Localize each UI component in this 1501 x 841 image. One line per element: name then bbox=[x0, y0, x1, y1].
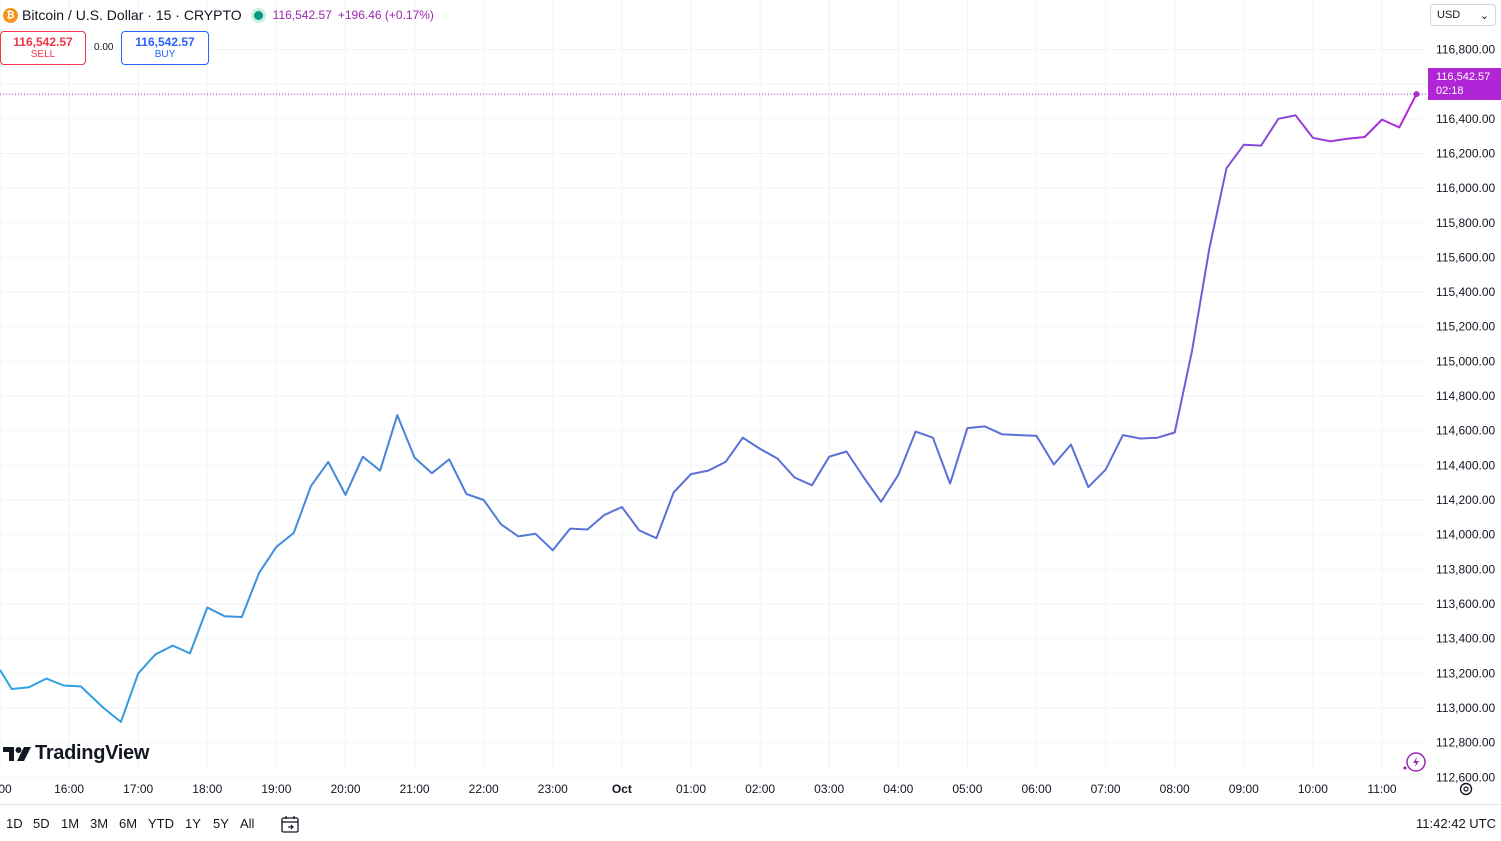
last-price-dot bbox=[1413, 91, 1420, 98]
x-tick-label: 07:00 bbox=[1091, 782, 1121, 796]
header-price-change: +196.46 (+0.17%) bbox=[337, 8, 434, 22]
buy-label: BUY bbox=[154, 49, 176, 60]
x-tick-label: 17:00 bbox=[123, 782, 153, 796]
symbol-header: ₿ Bitcoin / U.S. Dollar · 15 · CRYPTO 11… bbox=[0, 4, 434, 26]
header-last-price: 116,542.57 bbox=[272, 8, 332, 22]
y-tick-label: 113,800.00 bbox=[1436, 562, 1495, 576]
x-tick-label: 22:00 bbox=[469, 782, 499, 796]
tradingview-logo-text: TradingView bbox=[35, 742, 150, 764]
x-tick-label: 04:00 bbox=[883, 782, 913, 796]
x-tick-label: 18:00 bbox=[192, 782, 222, 796]
bitcoin-icon: ₿ bbox=[3, 7, 18, 23]
range-1d-button[interactable]: 1D bbox=[6, 816, 23, 831]
range-5y-button[interactable]: 5Y bbox=[213, 816, 229, 831]
spread-value: 0.00 bbox=[94, 42, 114, 53]
y-tick-label: 115,400.00 bbox=[1436, 285, 1495, 299]
range-3m-button[interactable]: 3M bbox=[90, 816, 109, 831]
y-tick-label: 113,400.00 bbox=[1436, 632, 1495, 646]
y-tick-label: 116,200.00 bbox=[1436, 146, 1495, 160]
x-tick-label: 09:00 bbox=[1229, 782, 1259, 796]
price-chart[interactable]: 112,600.00 112,800.00 113,000.00 113,200.00… bbox=[0, 0, 1501, 804]
currency-select[interactable]: USD ⌄ bbox=[1430, 4, 1496, 26]
tradingview-logo[interactable]: TradingView bbox=[3, 742, 149, 765]
x-tick-label: 05:00 bbox=[952, 782, 982, 796]
y-tick-label: 113,600.00 bbox=[1436, 597, 1495, 611]
bar-countdown: 02:18 bbox=[1436, 85, 1464, 97]
y-tick-label: 112,800.00 bbox=[1436, 736, 1495, 750]
last-price-value: 116,542.57 bbox=[1436, 71, 1491, 83]
chart-settings-icon[interactable] bbox=[1459, 782, 1473, 796]
currency-value: USD bbox=[1437, 9, 1461, 21]
tradingview-logo-icon bbox=[3, 746, 31, 761]
range-5d-button[interactable]: 5D bbox=[33, 816, 50, 831]
utc-clock[interactable]: 11:42:42 UTC bbox=[1416, 816, 1496, 831]
sell-price: 116,542.57 bbox=[13, 35, 73, 49]
market-status-icon bbox=[253, 10, 263, 20]
range-all-button[interactable]: All bbox=[240, 816, 255, 831]
x-tick-label: 21:00 bbox=[400, 782, 430, 796]
x-tick-label: 03:00 bbox=[814, 782, 844, 796]
last-price-label: 116,542.57 02:18 bbox=[1428, 68, 1501, 100]
y-tick-label: 114,000.00 bbox=[1436, 528, 1495, 542]
y-axis[interactable]: 112,600.00 112,800.00 113,000.00 113,200.00… bbox=[1436, 42, 1495, 784]
chevron-down-icon: ⌄ bbox=[1479, 9, 1489, 22]
x-tick-label: 02:00 bbox=[745, 782, 775, 796]
y-tick-label: 114,600.00 bbox=[1436, 424, 1495, 438]
y-tick-label: 116,000.00 bbox=[1436, 181, 1495, 195]
x-tick-label: 06:00 bbox=[1021, 782, 1051, 796]
y-tick-label: 115,800.00 bbox=[1436, 216, 1495, 230]
range-1m-button[interactable]: 1M bbox=[61, 816, 80, 831]
y-tick-label: 113,000.00 bbox=[1436, 701, 1495, 715]
price-series-line bbox=[0, 93, 1418, 723]
y-tick-label: 115,200.00 bbox=[1436, 320, 1495, 334]
y-tick-label: 115,000.00 bbox=[1436, 354, 1495, 368]
x-tick-label: 19:00 bbox=[261, 782, 291, 796]
y-tick-label: 114,400.00 bbox=[1436, 458, 1495, 472]
x-tick-label: 20:00 bbox=[330, 782, 360, 796]
x-tick-label: 11:00 bbox=[1367, 782, 1396, 796]
sell-label: SELL bbox=[30, 49, 56, 60]
x-axis[interactable]: 00 16:00 17:00 18:00 19:00 20:00 21:00 22:00 23:… bbox=[0, 782, 1397, 796]
y-tick-label: 116,800.00 bbox=[1436, 42, 1495, 56]
x-tick-label: 08:00 bbox=[1160, 782, 1190, 796]
buy-button[interactable]: 116,542.57 BUY bbox=[121, 31, 209, 65]
y-tick-label: 112,600.00 bbox=[1436, 770, 1495, 784]
y-tick-label: 116,400.00 bbox=[1436, 112, 1495, 126]
range-ytd-button[interactable]: YTD bbox=[148, 816, 174, 831]
y-tick-label: 114,800.00 bbox=[1436, 389, 1495, 403]
symbol-title[interactable]: Bitcoin / U.S. Dollar · 15 · CRYPTO bbox=[22, 7, 242, 23]
sell-button[interactable]: 116,542.57 SELL bbox=[0, 31, 86, 65]
x-tick-label: 00 bbox=[0, 782, 12, 796]
y-tick-label: 113,200.00 bbox=[1436, 666, 1495, 680]
x-tick-label: 16:00 bbox=[54, 782, 84, 796]
date-range-icon[interactable] bbox=[280, 814, 301, 834]
assistant-sparkle-icon[interactable] bbox=[1403, 752, 1426, 772]
y-tick-label: 114,200.00 bbox=[1436, 493, 1495, 507]
x-tick-label: 23:00 bbox=[538, 782, 568, 796]
bottom-toolbar: 1D 5D 1M 3M 6M YTD 1Y 5Y All 11:42:42 UT… bbox=[0, 804, 1501, 841]
x-tick-label: Oct bbox=[612, 782, 632, 796]
y-tick-label: 115,600.00 bbox=[1436, 250, 1495, 264]
buy-price: 116,542.57 bbox=[135, 35, 195, 49]
x-tick-label: 01:00 bbox=[676, 782, 706, 796]
x-tick-label: 10:00 bbox=[1298, 782, 1328, 796]
chart-grid bbox=[0, 0, 1426, 778]
range-1y-button[interactable]: 1Y bbox=[185, 816, 201, 831]
range-6m-button[interactable]: 6M bbox=[119, 816, 138, 831]
